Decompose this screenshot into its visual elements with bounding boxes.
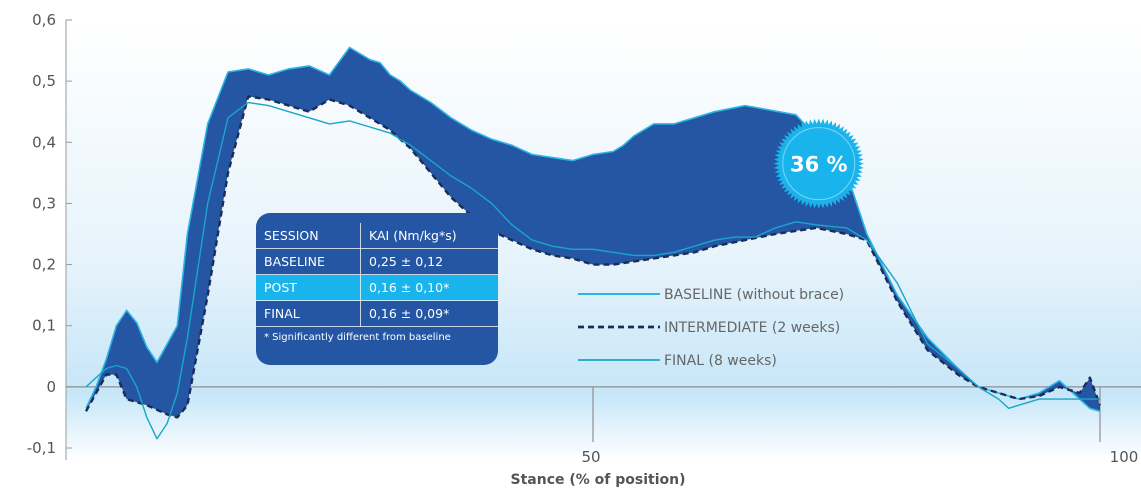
kai-table-grid: SESSION KAI (Nm/kg*s) BASELINE 0,25 ± 0,… [256, 223, 498, 327]
y-tick-label: 0,5 [32, 72, 56, 90]
legend: BASELINE (without brace) INTERMEDIATE (2 … [578, 287, 844, 369]
annotation-layer: 36 % [773, 118, 864, 209]
badge-circle [782, 127, 856, 201]
x-tick-label: 50 [581, 448, 600, 466]
legend-label-baseline: BASELINE (without brace) [664, 287, 844, 303]
series-line-baseline [85, 46, 1101, 413]
kai-table: SESSION KAI (Nm/kg*s) BASELINE 0,25 ± 0,… [256, 213, 498, 365]
y-tick-label: -0,1 [27, 439, 56, 457]
table-header-session: SESSION [256, 223, 361, 249]
axes: 0,6 0,5 0,4 0,3 0,2 0,1 0 -0,1 50 100 Stance (% of… [27, 11, 1141, 488]
y-tick-label: 0 [46, 378, 56, 396]
table-cell-session: POST [256, 274, 361, 301]
y-tick-label: 0,2 [32, 256, 56, 274]
series-line-intermediate [84, 95, 1102, 419]
y-tick-label: 0,4 [32, 133, 56, 151]
series-layer [84, 46, 1102, 440]
band-layer [86, 47, 1100, 418]
table-cell-session: FINAL [256, 300, 361, 327]
table-cell-value: 0,16 ± 0,10* [360, 274, 498, 301]
table-row: FINAL 0,16 ± 0,09* [256, 300, 498, 327]
legend-label-intermediate: INTERMEDIATE (2 weeks) [664, 320, 840, 336]
y-tick-label: 0,1 [32, 317, 56, 335]
badge-label: 36 % [790, 153, 848, 177]
table-footnote: * Significantly different from baseline [264, 332, 451, 343]
table-header-row: SESSION KAI (Nm/kg*s) [256, 223, 498, 249]
table-cell-session: BASELINE [256, 248, 361, 275]
table-row: POST 0,16 ± 0,10* [256, 274, 498, 301]
legend-label-final: FINAL (8 weeks) [664, 353, 777, 369]
table-row: BASELINE 0,25 ± 0,12 [256, 248, 498, 275]
x-axis-label: Stance (% of position) [511, 472, 686, 488]
series-line-final [85, 101, 1100, 440]
y-tick-label: 0,6 [32, 11, 56, 29]
table-header-kai: KAI (Nm/kg*s) [360, 223, 498, 249]
improvement-band [86, 47, 1100, 418]
x-tick-label: 100 [1110, 448, 1139, 466]
table-cell-value: 0,16 ± 0,09* [360, 300, 498, 327]
table-cell-value: 0,25 ± 0,12 [360, 248, 498, 275]
y-tick-label: 0,3 [32, 194, 56, 212]
